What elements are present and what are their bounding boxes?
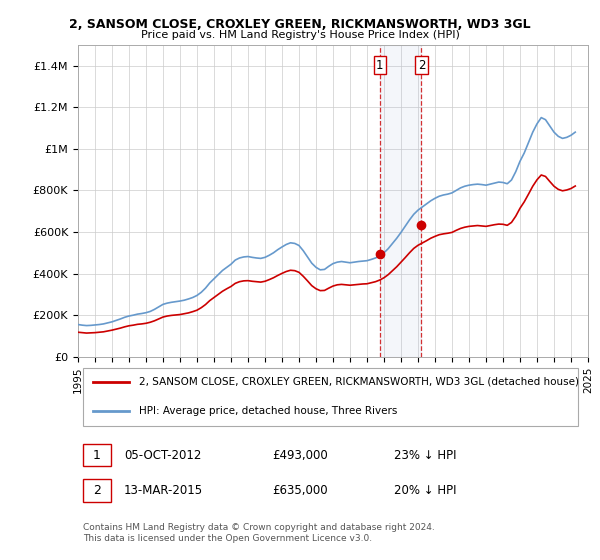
Text: Price paid vs. HM Land Registry's House Price Index (HPI): Price paid vs. HM Land Registry's House … — [140, 30, 460, 40]
Text: £635,000: £635,000 — [272, 484, 328, 497]
Text: 2, SANSOM CLOSE, CROXLEY GREEN, RICKMANSWORTH, WD3 3GL (detached house): 2, SANSOM CLOSE, CROXLEY GREEN, RICKMANS… — [139, 376, 579, 386]
Text: 13-MAR-2015: 13-MAR-2015 — [124, 484, 203, 497]
FancyBboxPatch shape — [83, 367, 578, 426]
Text: 20% ↓ HPI: 20% ↓ HPI — [394, 484, 457, 497]
Text: 05-OCT-2012: 05-OCT-2012 — [124, 449, 201, 461]
Text: 2, SANSOM CLOSE, CROXLEY GREEN, RICKMANSWORTH, WD3 3GL: 2, SANSOM CLOSE, CROXLEY GREEN, RICKMANS… — [69, 18, 531, 31]
FancyBboxPatch shape — [83, 479, 111, 502]
Text: 2: 2 — [418, 59, 425, 72]
Text: Contains HM Land Registry data © Crown copyright and database right 2024.
This d: Contains HM Land Registry data © Crown c… — [83, 524, 435, 543]
Bar — [380, 45, 421, 357]
Text: HPI: Average price, detached house, Three Rivers: HPI: Average price, detached house, Thre… — [139, 406, 398, 416]
FancyBboxPatch shape — [83, 444, 111, 466]
Text: 1: 1 — [93, 449, 101, 461]
Text: 2: 2 — [93, 484, 101, 497]
Text: 23% ↓ HPI: 23% ↓ HPI — [394, 449, 457, 461]
Text: £493,000: £493,000 — [272, 449, 328, 461]
Text: 1: 1 — [376, 59, 383, 72]
